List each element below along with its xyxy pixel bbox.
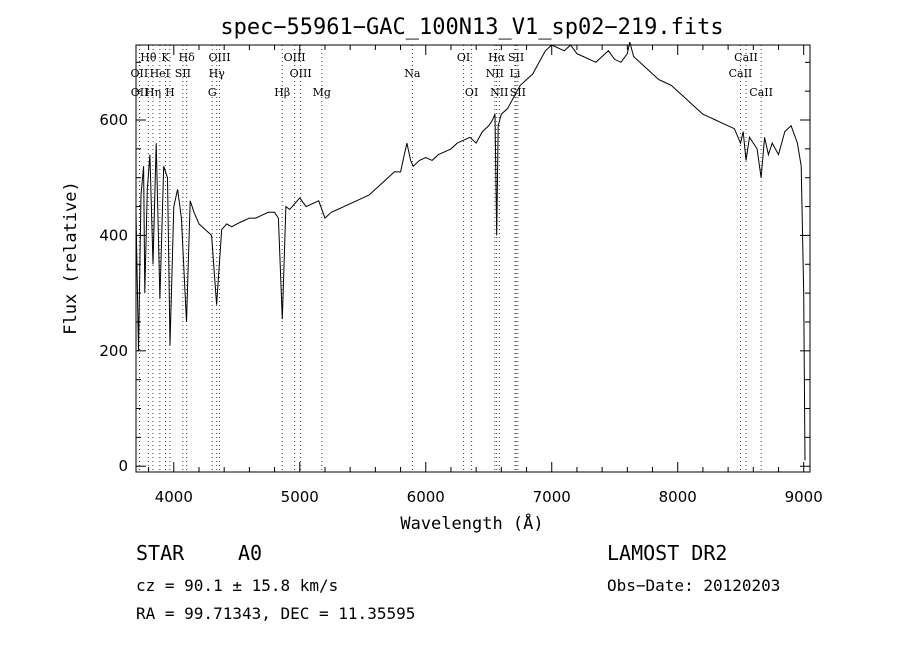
line-marker-label: Mg — [313, 86, 331, 99]
y-axis-label: Flux (relative) — [61, 181, 81, 335]
line-marker-label: Hα — [488, 51, 506, 64]
x-tick-label: 7000 — [533, 488, 571, 506]
x-tick-label: 8000 — [659, 488, 697, 506]
chart-title: spec−55961−GAC_100N13_V1_sp02−219.fits — [220, 15, 723, 40]
line-marker-label: SII — [510, 86, 526, 99]
x-tick-label: 4000 — [155, 488, 193, 506]
line-marker-label: OIII — [284, 51, 306, 64]
x-axis-label: Wavelength (Å) — [400, 512, 543, 534]
line-marker-label: Hη — [145, 86, 161, 99]
line-marker-label: Hβ — [274, 86, 290, 99]
line-marker-label: Na — [404, 67, 421, 80]
line-marker-label: G — [208, 86, 217, 99]
y-tick-label: 600 — [99, 111, 128, 129]
x-tick-label: 9000 — [785, 488, 823, 506]
x-tick-label: 6000 — [407, 488, 445, 506]
line-marker-label: NII — [490, 86, 508, 99]
line-marker-label: Li — [510, 67, 521, 80]
line-marker-label: K — [161, 51, 170, 64]
x-axis-ticks: 4000 5000 6000 7000 8000 9000 — [148, 45, 823, 506]
y-tick-label: 0 — [118, 457, 128, 475]
line-marker-label: CaII — [729, 67, 753, 80]
line-marker-label: H — [165, 86, 175, 99]
line-marker-label: SII — [175, 67, 191, 80]
survey-name: LAMOST DR2 — [607, 541, 728, 565]
ra-dec-coordinates: RA = 99.71343, DEC = 11.35595 — [136, 604, 416, 623]
line-marker-label: CaII — [734, 51, 758, 64]
line-marker-label: OIII — [208, 51, 230, 64]
line-marker-label: OI — [465, 86, 478, 99]
y-tick-label: 200 — [99, 342, 128, 360]
line-marker-label: OIII — [290, 67, 312, 80]
redshift-velocity: cz = 90.1 ± 15.8 km/s — [136, 576, 339, 595]
line-marker-label: SII — [508, 51, 524, 64]
line-marker-label: Hδ — [179, 51, 196, 64]
y-tick-label: 400 — [99, 226, 128, 244]
line-marker-label: Hθ — [140, 51, 157, 64]
spectrum-line — [135, 41, 806, 461]
plot-frame — [135, 44, 811, 473]
y-axis-ticks: 0 200 400 600 — [99, 61, 810, 475]
x-tick-label: 5000 — [281, 488, 319, 506]
line-marker-label: OI — [457, 51, 470, 64]
object-class: STAR — [136, 541, 185, 565]
line-marker-label: HeI — [150, 67, 170, 80]
spectral-line-markers — [138, 45, 762, 472]
observation-date: Obs−Date: 20120203 — [607, 576, 781, 595]
object-subclass: A0 — [238, 541, 263, 565]
line-marker-label: CaII — [749, 86, 773, 99]
line-marker-label: OII — [131, 86, 149, 99]
line-marker-label: NII — [486, 67, 504, 80]
line-marker-label: Hγ — [209, 67, 226, 80]
line-marker-label: OII — [131, 67, 149, 80]
